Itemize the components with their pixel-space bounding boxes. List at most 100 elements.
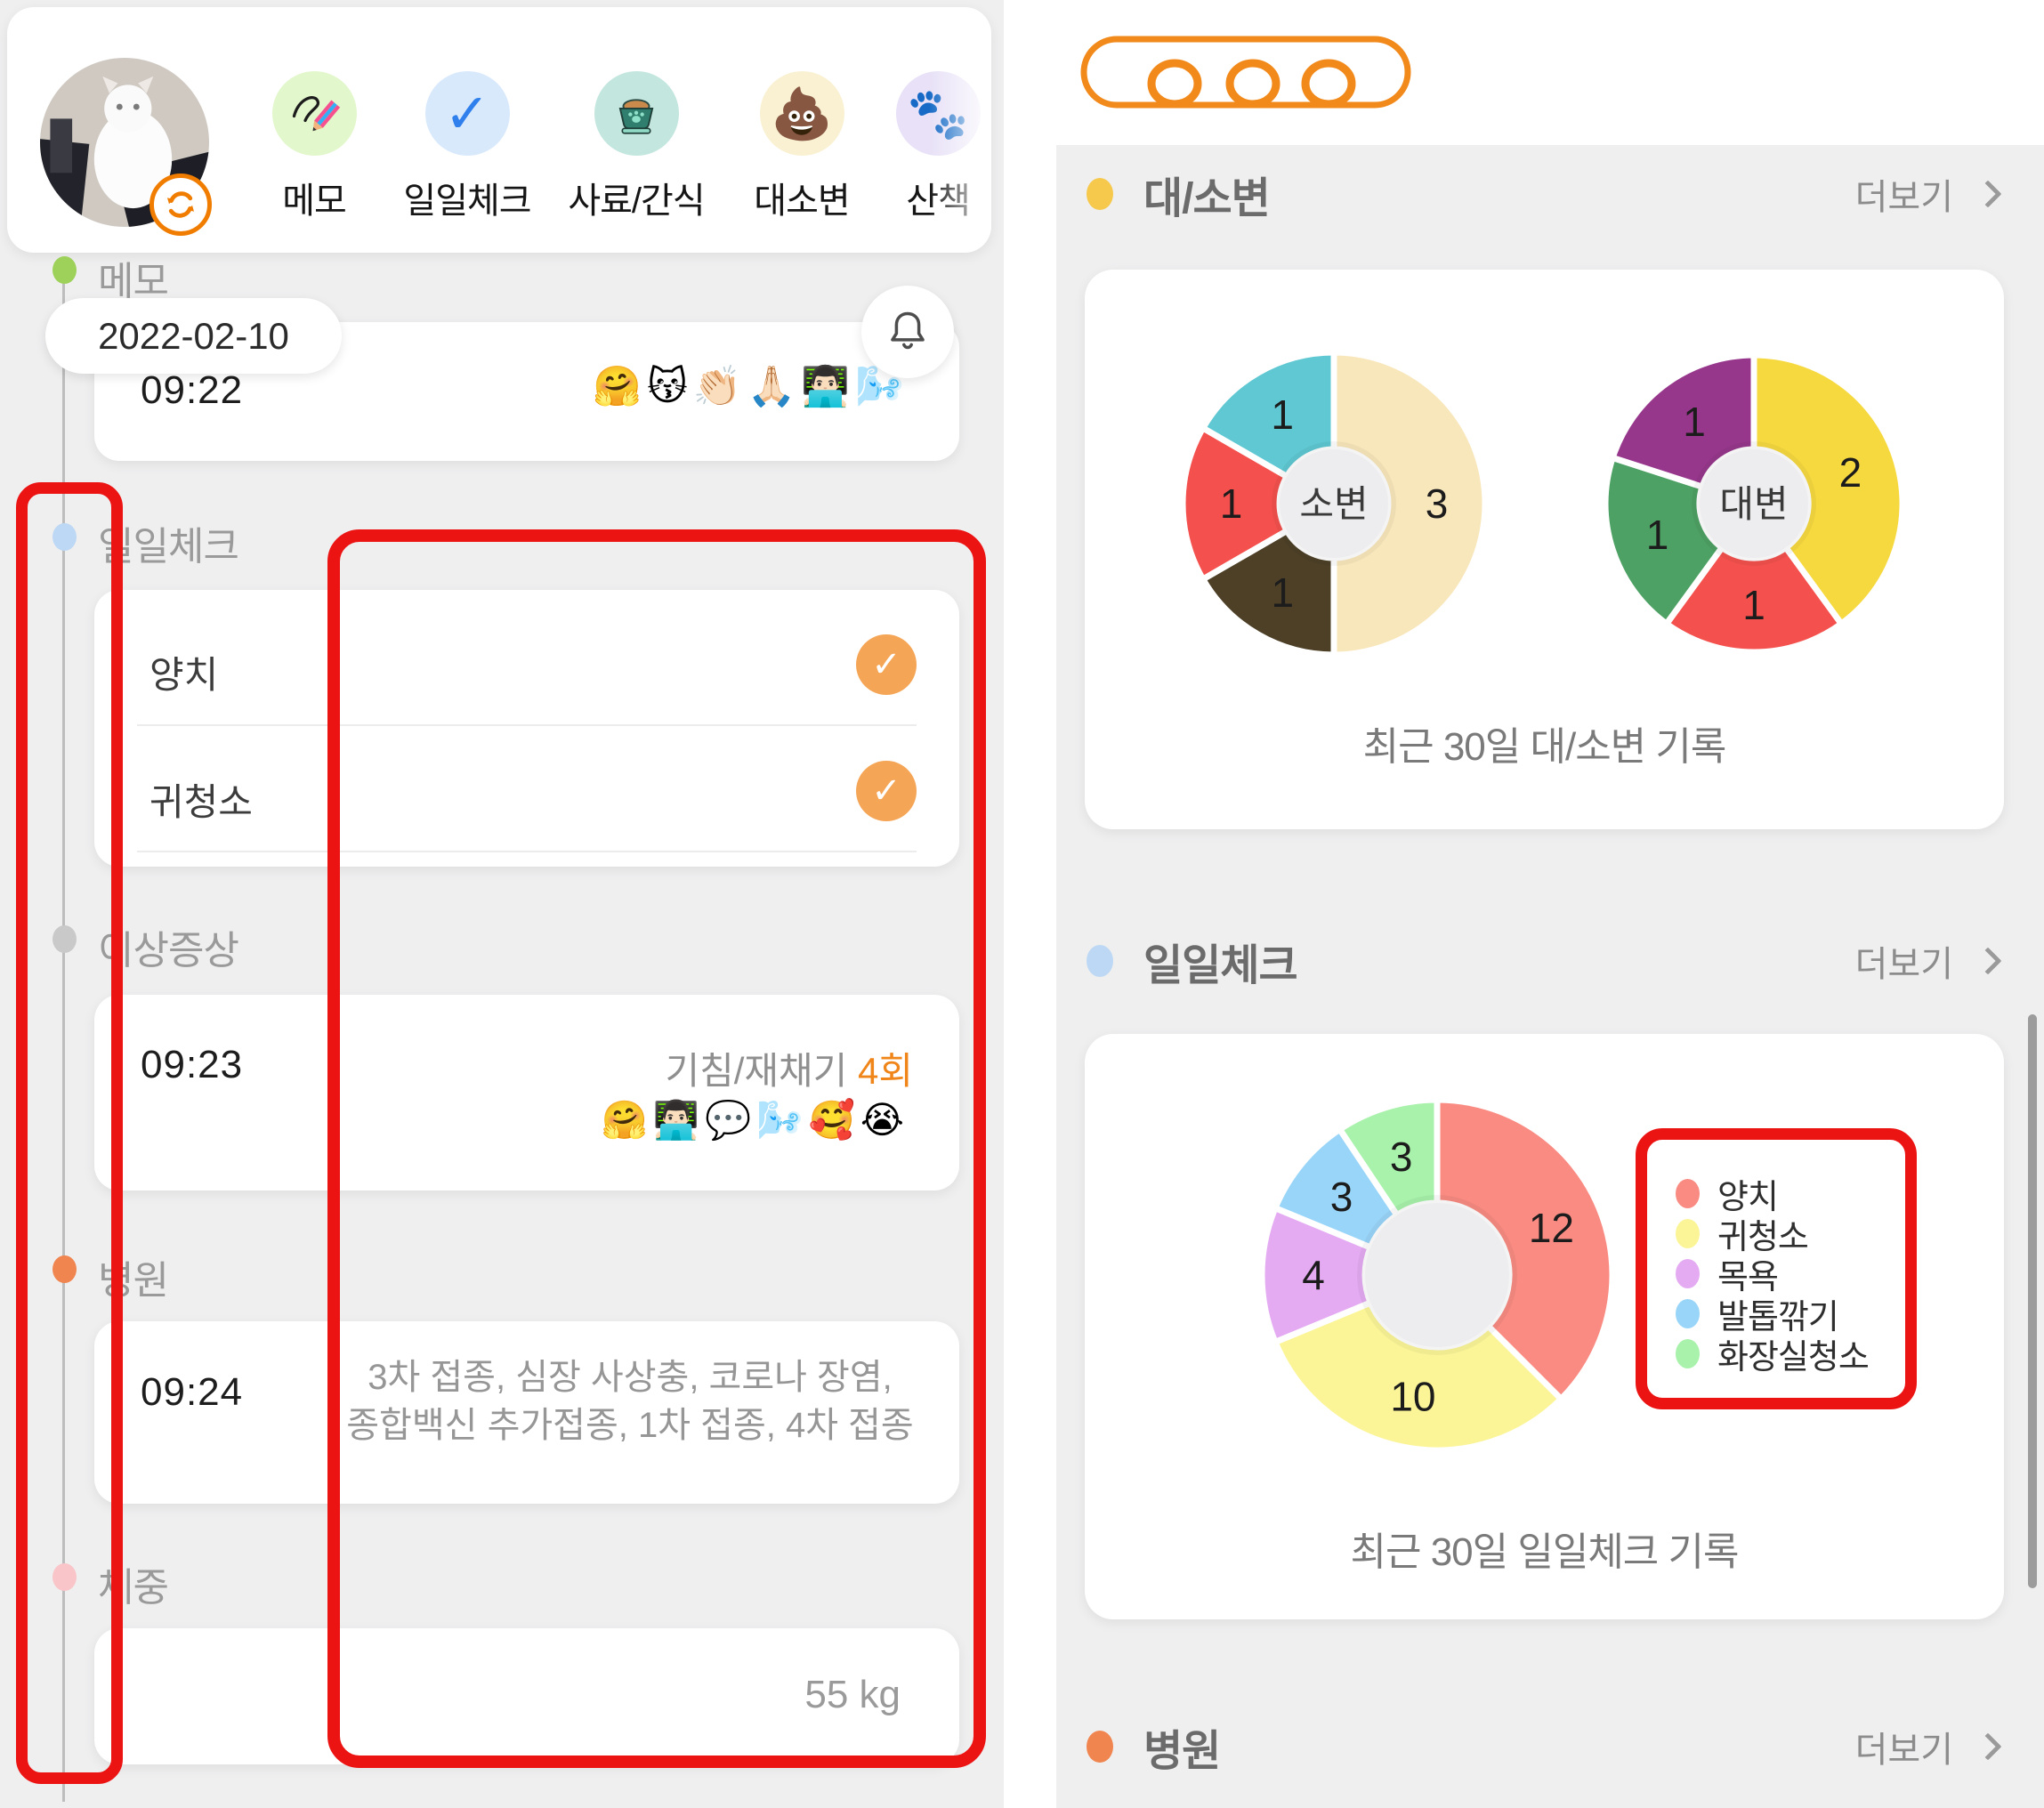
memo-time: 09:22 bbox=[141, 368, 244, 412]
section-header-daily-check: 일일체크 더보기 bbox=[1087, 932, 2002, 989]
divider bbox=[137, 724, 917, 726]
hospital-detail-line1: 3차 접종, 심장 사상충, 코로나 장염, bbox=[368, 1358, 893, 1397]
chevron-right-icon bbox=[1974, 947, 2002, 975]
legend-label: 발톱깎기 bbox=[1717, 1299, 1839, 1336]
svg-text:10: 10 bbox=[1390, 1373, 1435, 1419]
shortcut-label: 대소변 bbox=[754, 182, 850, 221]
annotation-red-box-timeline bbox=[16, 482, 123, 1784]
hospital-entry-card[interactable]: 09:24 3차 접종, 심장 사상충, 코로나 장염, 종합백신 추가접종, … bbox=[94, 1321, 959, 1504]
scrollbar-thumb[interactable] bbox=[2028, 1014, 2037, 1588]
check-icon: ✓ bbox=[871, 771, 901, 811]
symptom-entry-card[interactable]: 09:23 기침/재채기 4회 🤗👨🏻‍💻💬🌬️🥰😭 bbox=[94, 995, 959, 1191]
section-header-hospital: 병원 더보기 bbox=[1087, 1718, 2002, 1775]
bowl-icon bbox=[594, 71, 679, 156]
chevron-right-icon bbox=[1974, 1732, 2002, 1761]
bowl-icon bbox=[618, 98, 654, 134]
chevron-right-icon bbox=[1974, 180, 2002, 208]
shortcut-pencil[interactable]: 메모 bbox=[243, 71, 385, 223]
svg-text:1: 1 bbox=[1683, 399, 1706, 445]
check-item-ear-cleaning: 귀청소 bbox=[149, 781, 253, 823]
section-header-excretion: 대/소변 더보기 bbox=[1087, 165, 2002, 222]
excretion-chart-caption: 최근 30일 대/소변 기록 bbox=[1362, 725, 1727, 769]
legend-dot bbox=[1676, 1299, 1700, 1328]
more-button-excretion[interactable]: 더보기 bbox=[1854, 168, 2002, 220]
divider bbox=[137, 851, 917, 852]
shortcut-poop[interactable]: 💩 대소변 bbox=[731, 71, 873, 223]
timeline-dot-weight bbox=[53, 1563, 77, 1591]
notification-button[interactable] bbox=[861, 286, 954, 378]
legend-dot bbox=[1676, 1179, 1700, 1208]
svg-text:12: 12 bbox=[1529, 1205, 1574, 1251]
check-icon: ✓ bbox=[871, 645, 901, 684]
svg-text:1: 1 bbox=[1742, 582, 1765, 628]
daily-check-chart-caption: 최근 30일 일일체크 기록 bbox=[1350, 1530, 1740, 1574]
edge-fade bbox=[929, 7, 991, 253]
pencil-icon bbox=[271, 71, 357, 156]
symptom-name: 기침/재채기 bbox=[665, 1050, 848, 1092]
svg-text:대변: 대변 bbox=[1719, 483, 1788, 525]
symptom-text: 기침/재채기 4회 bbox=[665, 1041, 913, 1095]
check-icon: ✓ bbox=[424, 71, 510, 156]
section-title-excretion: 대/소변 bbox=[1143, 175, 1271, 222]
legend-label: 귀청소 bbox=[1717, 1219, 1809, 1256]
daily-check-chart-card: 12 10 4 3 3 양치 귀청소 목욕 발톱깎기 화장실청소 최근 30일 일일체크 기록 bbox=[1085, 1034, 2004, 1619]
annotation-red-box-cards bbox=[327, 529, 986, 1768]
svg-text:4: 4 bbox=[1302, 1252, 1325, 1298]
pencil-icon bbox=[292, 95, 341, 131]
refresh-profile-button[interactable] bbox=[149, 174, 212, 236]
section-title-hospital: 병원 bbox=[1143, 1728, 1221, 1775]
svg-text:1: 1 bbox=[1220, 480, 1243, 527]
svg-text:1: 1 bbox=[1272, 569, 1295, 616]
hospital-time: 09:24 bbox=[141, 1370, 244, 1414]
legend-dot bbox=[1676, 1219, 1700, 1248]
legend-label: 양치 bbox=[1717, 1179, 1779, 1216]
svg-text:3: 3 bbox=[1390, 1134, 1413, 1180]
section-dot-daily-check bbox=[1087, 945, 1113, 977]
annotation-red-box-legend: 양치 귀청소 목욕 발톱깎기 화장실청소 bbox=[1636, 1128, 1917, 1409]
section-title-daily-check: 일일체크 bbox=[1143, 942, 1298, 989]
date-badge[interactable]: 2022-02-10 bbox=[45, 298, 342, 374]
symptom-count: 4회 bbox=[858, 1050, 913, 1092]
poop-icon: 💩 bbox=[759, 71, 844, 156]
check-toggle-ear-cleaning[interactable]: ✓ bbox=[856, 761, 917, 821]
symptom-time: 09:23 bbox=[141, 1043, 244, 1086]
more-button-daily-check[interactable]: 더보기 bbox=[1855, 935, 2002, 987]
more-button-hospital[interactable]: 더보기 bbox=[1854, 1721, 2002, 1772]
more-label: 더보기 bbox=[1854, 178, 1953, 217]
weight-value: 55 kg bbox=[804, 1673, 901, 1716]
legend-item: 화장실청소 bbox=[1647, 1334, 1905, 1376]
section-dot-excretion bbox=[1087, 178, 1113, 210]
legend-label: 목욕 bbox=[1717, 1259, 1779, 1296]
timeline-line bbox=[62, 267, 65, 1802]
section-label-memo: 메모 bbox=[98, 260, 169, 303]
legend-item: 양치 bbox=[1647, 1174, 1905, 1216]
section-dot-hospital bbox=[1087, 1731, 1113, 1763]
symptom-emojis: 🤗👨🏻‍💻💬🌬️🥰😭 bbox=[601, 1099, 909, 1141]
svg-text:3: 3 bbox=[1330, 1174, 1353, 1220]
svg-text:2: 2 bbox=[1839, 449, 1862, 496]
legend-label: 화장실청소 bbox=[1717, 1339, 1870, 1376]
legend-item: 귀청소 bbox=[1647, 1214, 1905, 1256]
shortcut-bowl[interactable]: 사료/간식 bbox=[565, 71, 707, 223]
shortcut-check[interactable]: ✓ 일일체크 bbox=[396, 71, 538, 223]
legend-dot bbox=[1676, 1259, 1700, 1288]
timeline-dot-symptom bbox=[53, 925, 77, 953]
shortcut-label: 메모 bbox=[282, 182, 347, 221]
legend-item: 목욕 bbox=[1647, 1254, 1905, 1296]
check-icon: ✓ bbox=[444, 84, 490, 145]
svg-text:소변: 소변 bbox=[1299, 483, 1368, 525]
timeline-dot-memo bbox=[53, 256, 77, 284]
check-item-toothbrushing: 양치 bbox=[149, 654, 219, 696]
shortcut-label: 일일체크 bbox=[403, 182, 531, 221]
annotation-orange-circles bbox=[1080, 36, 1411, 109]
more-label: 더보기 bbox=[1854, 1731, 1953, 1770]
refresh-icon bbox=[166, 191, 195, 218]
weight-entry-card[interactable]: 55 kg bbox=[94, 1628, 959, 1764]
check-toggle-toothbrushing[interactable]: ✓ bbox=[856, 634, 917, 695]
section-label-hospital: 병원 bbox=[98, 1259, 169, 1303]
